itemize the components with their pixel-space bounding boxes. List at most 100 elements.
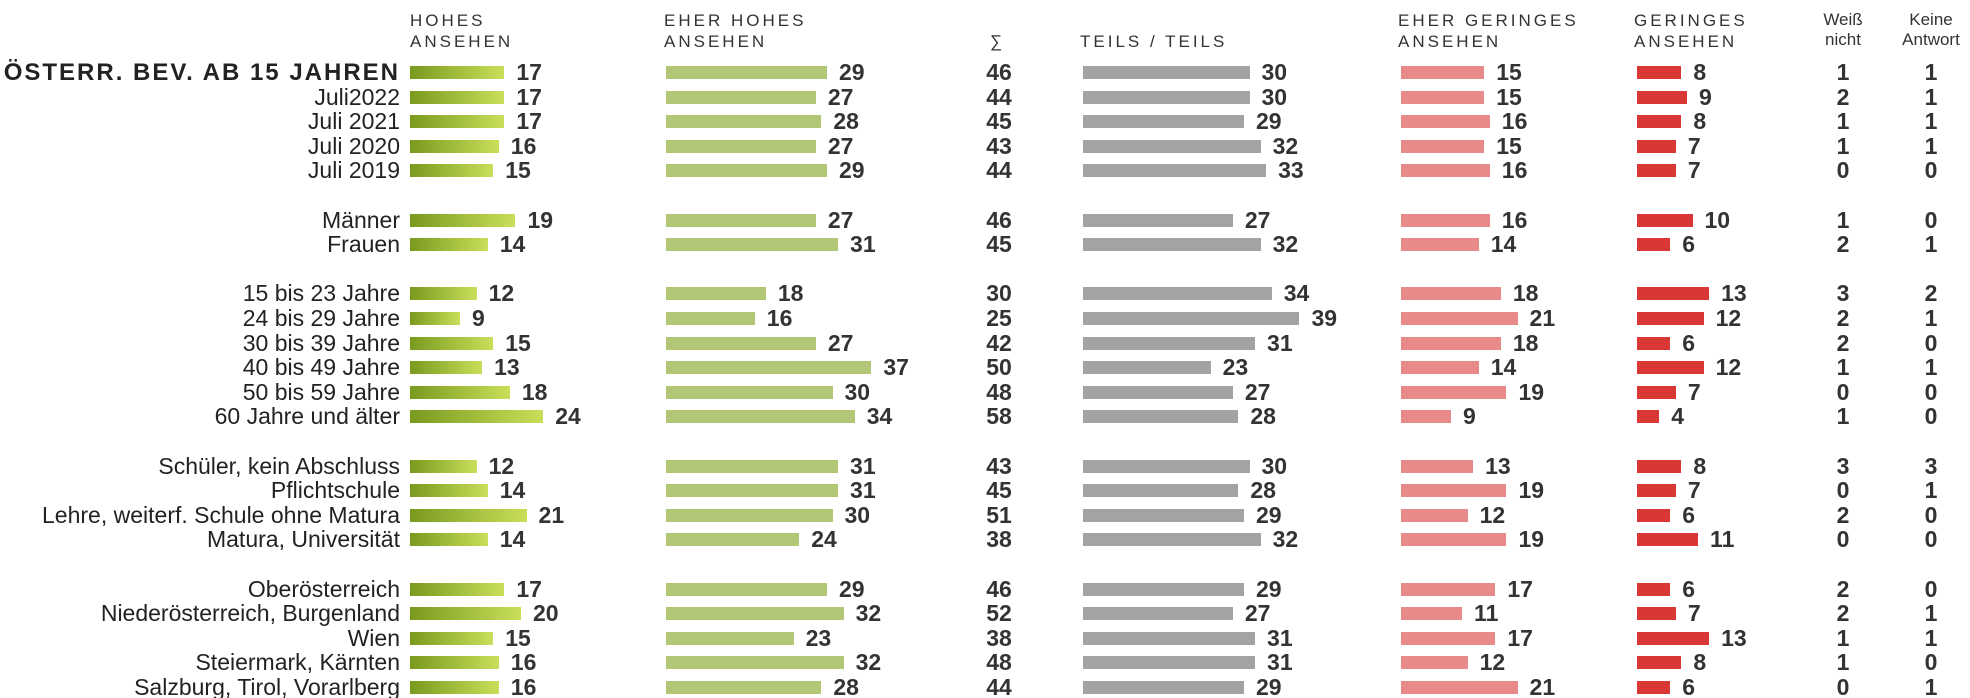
value-eher-geringes: 12 xyxy=(1479,649,1506,676)
value-eher-hohes: 31 xyxy=(850,452,876,479)
value-keine: 0 xyxy=(1924,206,1938,233)
value-sum: 48 xyxy=(986,649,1012,676)
value-hohes: 14 xyxy=(499,526,526,553)
row-label: Matura, Universität xyxy=(206,526,400,553)
value-teils: 32 xyxy=(1272,132,1299,159)
value-hohes: 17 xyxy=(516,59,542,85)
value-hohes: 17 xyxy=(516,83,542,110)
value-keine: 0 xyxy=(1924,157,1938,184)
value-weiss: 1 xyxy=(1836,206,1850,233)
value-eher-hohes: 32 xyxy=(855,649,882,676)
value-teils: 29 xyxy=(1255,575,1282,602)
value-sum: 43 xyxy=(986,452,1012,479)
bar-eher-hohes xyxy=(666,410,855,424)
value-teils: 31 xyxy=(1267,329,1293,356)
bar-teils xyxy=(1083,410,1239,424)
value-geringes: 6 xyxy=(1682,329,1696,356)
value-sum: 30 xyxy=(986,280,1012,307)
bar-teils xyxy=(1083,533,1261,547)
value-teils: 29 xyxy=(1255,674,1282,698)
value-teils: 32 xyxy=(1272,231,1299,258)
value-geringes: 8 xyxy=(1693,108,1707,135)
value-geringes: 10 xyxy=(1704,206,1731,233)
bar-geringes xyxy=(1637,410,1660,424)
value-weiss: 0 xyxy=(1836,674,1850,698)
bar-teils xyxy=(1083,115,1244,129)
value-geringes: 6 xyxy=(1682,501,1696,528)
bar-eher-geringes xyxy=(1401,213,1490,227)
value-geringes: 6 xyxy=(1682,231,1696,258)
row-label: 30 bis 39 Jahre xyxy=(242,329,400,356)
value-teils: 32 xyxy=(1272,526,1299,553)
value-keine: 2 xyxy=(1924,280,1938,307)
bar-eher-geringes xyxy=(1401,336,1501,350)
value-sum: 46 xyxy=(986,59,1012,85)
bar-eher-geringes xyxy=(1401,361,1479,375)
value-hohes: 15 xyxy=(505,329,531,356)
value-hohes: 15 xyxy=(505,624,531,651)
value-teils: 29 xyxy=(1255,108,1282,135)
value-eher-geringes: 9 xyxy=(1462,403,1476,430)
value-keine: 1 xyxy=(1924,83,1938,110)
bar-eher-hohes xyxy=(666,115,822,129)
bar-hohes xyxy=(410,139,499,153)
value-teils: 31 xyxy=(1267,649,1293,676)
bar-geringes xyxy=(1637,631,1710,645)
value-sum: 45 xyxy=(986,108,1012,135)
row-label: Juli 2021 xyxy=(307,108,400,135)
bar-hohes xyxy=(410,213,516,227)
value-hohes: 17 xyxy=(516,108,542,135)
value-hohes: 18 xyxy=(521,378,548,405)
value-sum: 44 xyxy=(986,83,1012,110)
value-eher-geringes: 19 xyxy=(1518,378,1545,405)
bar-eher-geringes xyxy=(1401,656,1468,670)
row-label: 60 Jahre und älter xyxy=(214,403,400,430)
bar-geringes xyxy=(1637,164,1676,178)
bar-hohes xyxy=(410,410,544,424)
bar-teils xyxy=(1083,312,1300,325)
value-sum: 51 xyxy=(986,501,1012,528)
value-sum: 38 xyxy=(986,526,1012,553)
value-hohes: 14 xyxy=(499,477,526,504)
bar-geringes xyxy=(1637,656,1682,670)
bar-eher-hohes xyxy=(666,312,755,325)
value-eher-hohes: 30 xyxy=(844,378,871,405)
value-geringes: 8 xyxy=(1693,59,1707,85)
value-teils: 34 xyxy=(1283,280,1310,307)
value-hohes: 20 xyxy=(533,600,559,627)
value-eher-geringes: 19 xyxy=(1518,477,1545,504)
value-hohes: 9 xyxy=(471,305,485,331)
header-geringes: GERINGES ANSEHEN xyxy=(1634,11,1748,51)
row-label: ÖSTERR. BEV. AB 15 JAHREN xyxy=(3,59,400,86)
bar-teils xyxy=(1083,607,1233,621)
bar-eher-geringes xyxy=(1401,681,1518,694)
bar-hohes xyxy=(410,681,499,694)
value-sum: 58 xyxy=(986,403,1012,430)
header-eher-hohes: EHER HOHES ANSEHEN xyxy=(664,11,807,51)
value-eher-hohes: 31 xyxy=(850,231,876,258)
row-label: Frauen xyxy=(327,231,400,258)
value-eher-geringes: 17 xyxy=(1507,624,1533,651)
value-keine: 0 xyxy=(1924,575,1938,602)
value-sum: 43 xyxy=(986,132,1012,159)
value-hohes: 24 xyxy=(555,403,581,430)
value-eher-geringes: 18 xyxy=(1512,329,1539,356)
bar-teils xyxy=(1083,631,1256,645)
value-keine: 1 xyxy=(1924,59,1938,85)
value-eher-hohes: 29 xyxy=(838,157,865,184)
row-label: Juli 2020 xyxy=(307,132,400,159)
value-weiss: 0 xyxy=(1836,157,1850,184)
value-keine: 1 xyxy=(1924,354,1938,381)
bar-geringes xyxy=(1637,484,1676,498)
bar-teils xyxy=(1083,90,1250,104)
value-geringes: 7 xyxy=(1687,132,1701,159)
bar-eher-geringes xyxy=(1401,459,1474,473)
value-geringes: 12 xyxy=(1715,305,1742,331)
value-eher-hohes: 30 xyxy=(844,501,871,528)
bar-eher-hohes xyxy=(666,656,844,670)
bar-teils xyxy=(1083,139,1261,153)
bar-eher-geringes xyxy=(1401,607,1463,621)
bar-geringes xyxy=(1637,385,1676,399)
bar-hohes xyxy=(410,582,505,596)
bar-hohes xyxy=(410,607,521,621)
